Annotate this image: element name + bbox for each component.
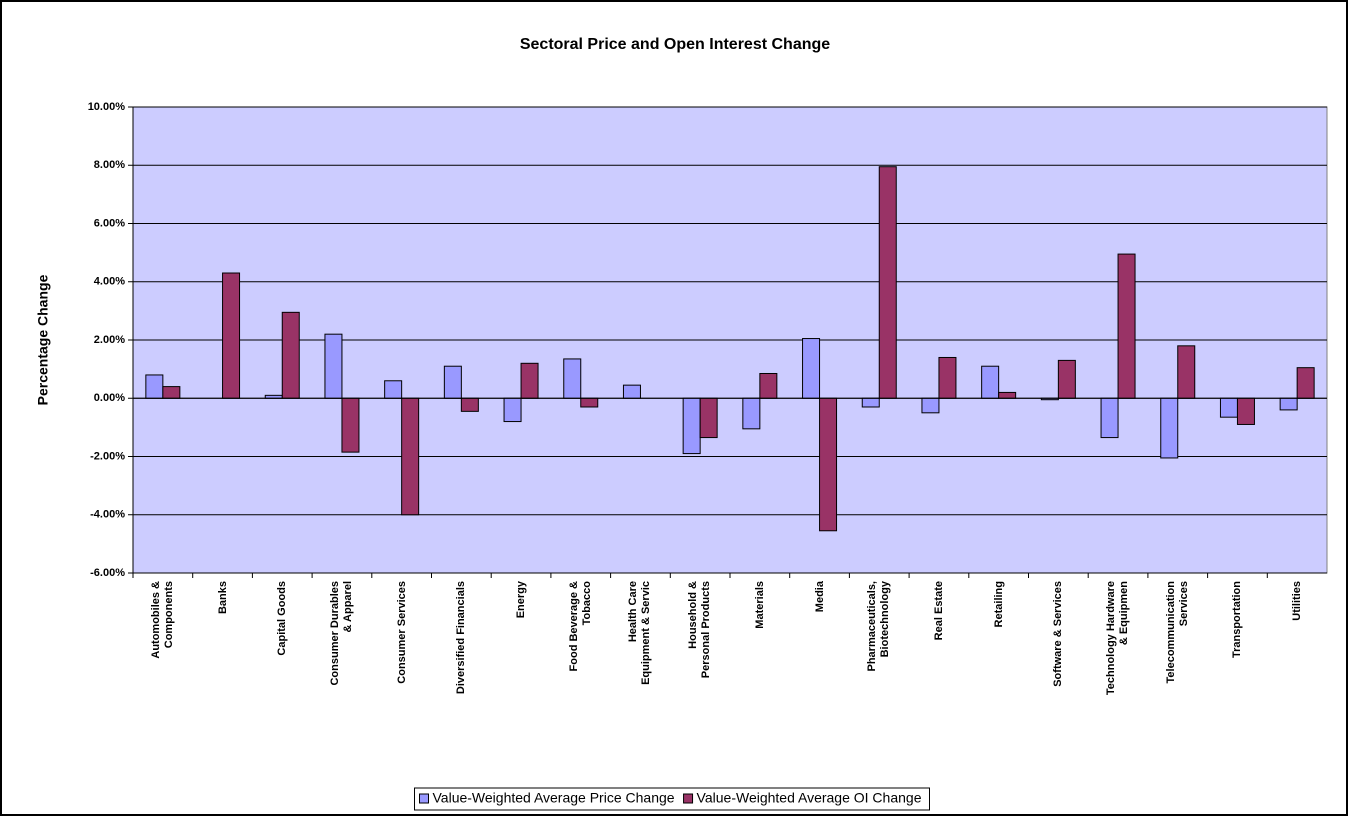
y-tick-label: 2.00% — [94, 334, 125, 346]
x-tick-label-box: Media — [813, 581, 826, 613]
bar — [819, 397, 838, 532]
x-tick-label: Automobiles & Components — [149, 581, 175, 659]
legend-swatch — [683, 793, 694, 804]
y-tick-label: 8.00% — [94, 159, 125, 171]
x-tick-label: Health Care Equipment & Servic — [627, 581, 653, 685]
bar — [460, 397, 479, 412]
y-tick-label: 0.00% — [94, 392, 125, 404]
x-tick-label: Diversified Financials — [454, 581, 467, 695]
bar — [878, 166, 897, 399]
bar — [443, 365, 462, 399]
x-tick-label: Software & Services — [1051, 581, 1064, 687]
bar — [1279, 397, 1298, 411]
x-tick-label: Media — [813, 581, 826, 613]
bar — [324, 333, 343, 399]
y-tick-label: -2.00% — [90, 450, 125, 462]
bar — [1160, 397, 1179, 459]
bar — [802, 338, 821, 399]
chart-title: Sectoral Price and Open Interest Change — [520, 36, 830, 53]
bar — [1100, 397, 1119, 439]
x-tick-label-box: Energy — [514, 581, 527, 619]
bar — [145, 374, 164, 399]
x-tick-label: Retailing — [992, 581, 1005, 628]
legend-label: Value-Weighted Average Price Change — [433, 790, 675, 806]
x-tick-label: Banks — [216, 581, 229, 615]
bar — [861, 397, 880, 408]
x-tick-label-box: Diversified Financials — [454, 581, 467, 695]
x-tick-label: Materials — [753, 581, 766, 629]
x-tick-label-box: Household & Personal Products — [687, 581, 713, 679]
x-tick-label-box: Capital Goods — [275, 581, 288, 656]
y-tick-label: 4.00% — [94, 276, 125, 288]
legend: Value-Weighted Average Price Change Value… — [414, 787, 930, 811]
bar — [759, 372, 778, 399]
x-tick-label-box: Real Estate — [932, 581, 945, 641]
bar — [341, 397, 360, 453]
x-tick-label-box: Pharmaceuticals, Biotechnology — [866, 581, 892, 672]
x-tick-label-box: Food Beverage & Tobacco — [567, 581, 593, 672]
bar — [742, 397, 761, 430]
bar — [1177, 345, 1196, 399]
bar — [622, 384, 641, 399]
bar — [921, 397, 940, 414]
bar — [1057, 359, 1076, 399]
x-tick-label-box: Software & Services — [1051, 581, 1064, 687]
y-axis-label: Percentage Change — [35, 274, 51, 405]
bar — [563, 358, 582, 399]
legend-box — [414, 787, 930, 811]
bar — [1219, 397, 1238, 418]
x-tick-label-box: Materials — [753, 581, 766, 629]
x-tick-label-box: Transportation — [1230, 581, 1243, 659]
x-tick-label: Consumer Services — [395, 581, 408, 684]
x-tick-label: Household & Personal Products — [687, 581, 713, 679]
x-tick-label-box: Utilities — [1290, 581, 1303, 621]
x-tick-label: Transportation — [1230, 581, 1243, 659]
x-tick-label: Utilities — [1290, 581, 1303, 621]
x-tick-label-box: Telecommunication Services — [1164, 581, 1190, 684]
x-tick-label: Consumer Durables & Apparel — [328, 581, 354, 686]
bar — [1296, 367, 1315, 399]
y-tick-label: 6.00% — [94, 217, 125, 229]
bar — [503, 397, 522, 423]
bar — [401, 397, 420, 516]
bar — [222, 272, 241, 399]
bar — [162, 386, 181, 399]
x-tick-label: Real Estate — [932, 581, 945, 641]
x-tick-label-box: Automobiles & Components — [149, 581, 175, 659]
x-tick-label-box: Technology Hardware & Equipmen — [1105, 581, 1131, 696]
bar — [682, 397, 701, 455]
bar — [1236, 397, 1255, 425]
y-tick-label: -4.00% — [90, 509, 125, 521]
x-tick-label-box: Consumer Durables & Apparel — [328, 581, 354, 686]
bar — [281, 311, 300, 399]
bar — [520, 362, 539, 399]
legend-swatch — [419, 793, 430, 804]
bar — [580, 397, 599, 408]
legend-label: Value-Weighted Average OI Change — [697, 790, 922, 806]
x-tick-label: Food Beverage & Tobacco — [567, 581, 593, 672]
bar — [699, 397, 718, 439]
x-tick-label-box: Banks — [216, 581, 229, 615]
x-tick-label: Technology Hardware & Equipmen — [1105, 581, 1131, 696]
bar — [938, 356, 957, 399]
y-tick-label: -6.00% — [90, 567, 125, 579]
x-tick-label: Telecommunication Services — [1164, 581, 1190, 684]
x-tick-label-box: Health Care Equipment & Servic — [627, 581, 653, 685]
y-tick-label: 10.00% — [88, 101, 126, 113]
x-tick-label-box: Retailing — [992, 581, 1005, 628]
x-tick-label: Energy — [514, 581, 527, 619]
x-tick-label: Capital Goods — [275, 581, 288, 656]
bar — [981, 365, 1000, 399]
bar — [998, 391, 1017, 399]
bar — [1117, 253, 1136, 399]
x-tick-label: Pharmaceuticals, Biotechnology — [866, 581, 892, 672]
bar — [384, 380, 403, 399]
x-tick-label-box: Consumer Services — [395, 581, 408, 684]
